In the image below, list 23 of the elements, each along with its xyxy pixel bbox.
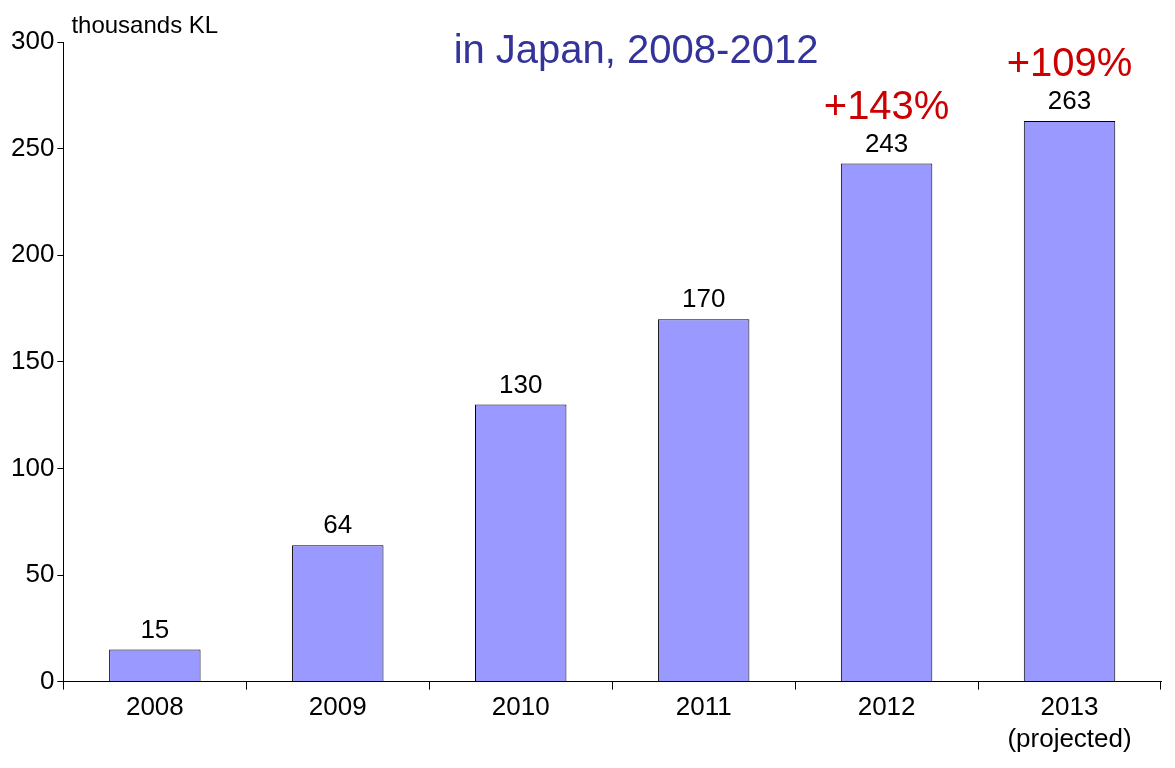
y-tick-label: 0 [39,664,55,695]
y-tick-label: 200 [10,238,55,269]
y-axis-title: thousands KL [71,10,219,38]
x-tick-label: 2008 [125,691,184,722]
data-label: 170 [681,283,726,314]
data-label: 15 [140,613,170,644]
chart-title: in Japan, 2008-2012 [453,27,819,72]
annotation: +109% [1006,39,1133,84]
data-label: 263 [1047,85,1092,116]
x-tick-label: 2013 (projected) [1007,691,1132,753]
data-label: 243 [864,127,909,158]
x-tick-label: 2011 [675,691,732,722]
y-tick-label: 300 [10,25,55,56]
data-label: 64 [323,509,353,540]
y-tick-label: 50 [25,558,55,589]
y-tick-label: 150 [10,344,55,375]
y-tick-label: 250 [10,131,55,162]
y-tick-label: 100 [10,451,55,482]
annotation: +143% [823,82,950,127]
x-tick-label: 2010 [491,691,550,722]
data-label: 130 [499,368,543,399]
x-tick-label: 2012 [857,691,916,722]
x-tick-label: 2009 [308,691,367,722]
